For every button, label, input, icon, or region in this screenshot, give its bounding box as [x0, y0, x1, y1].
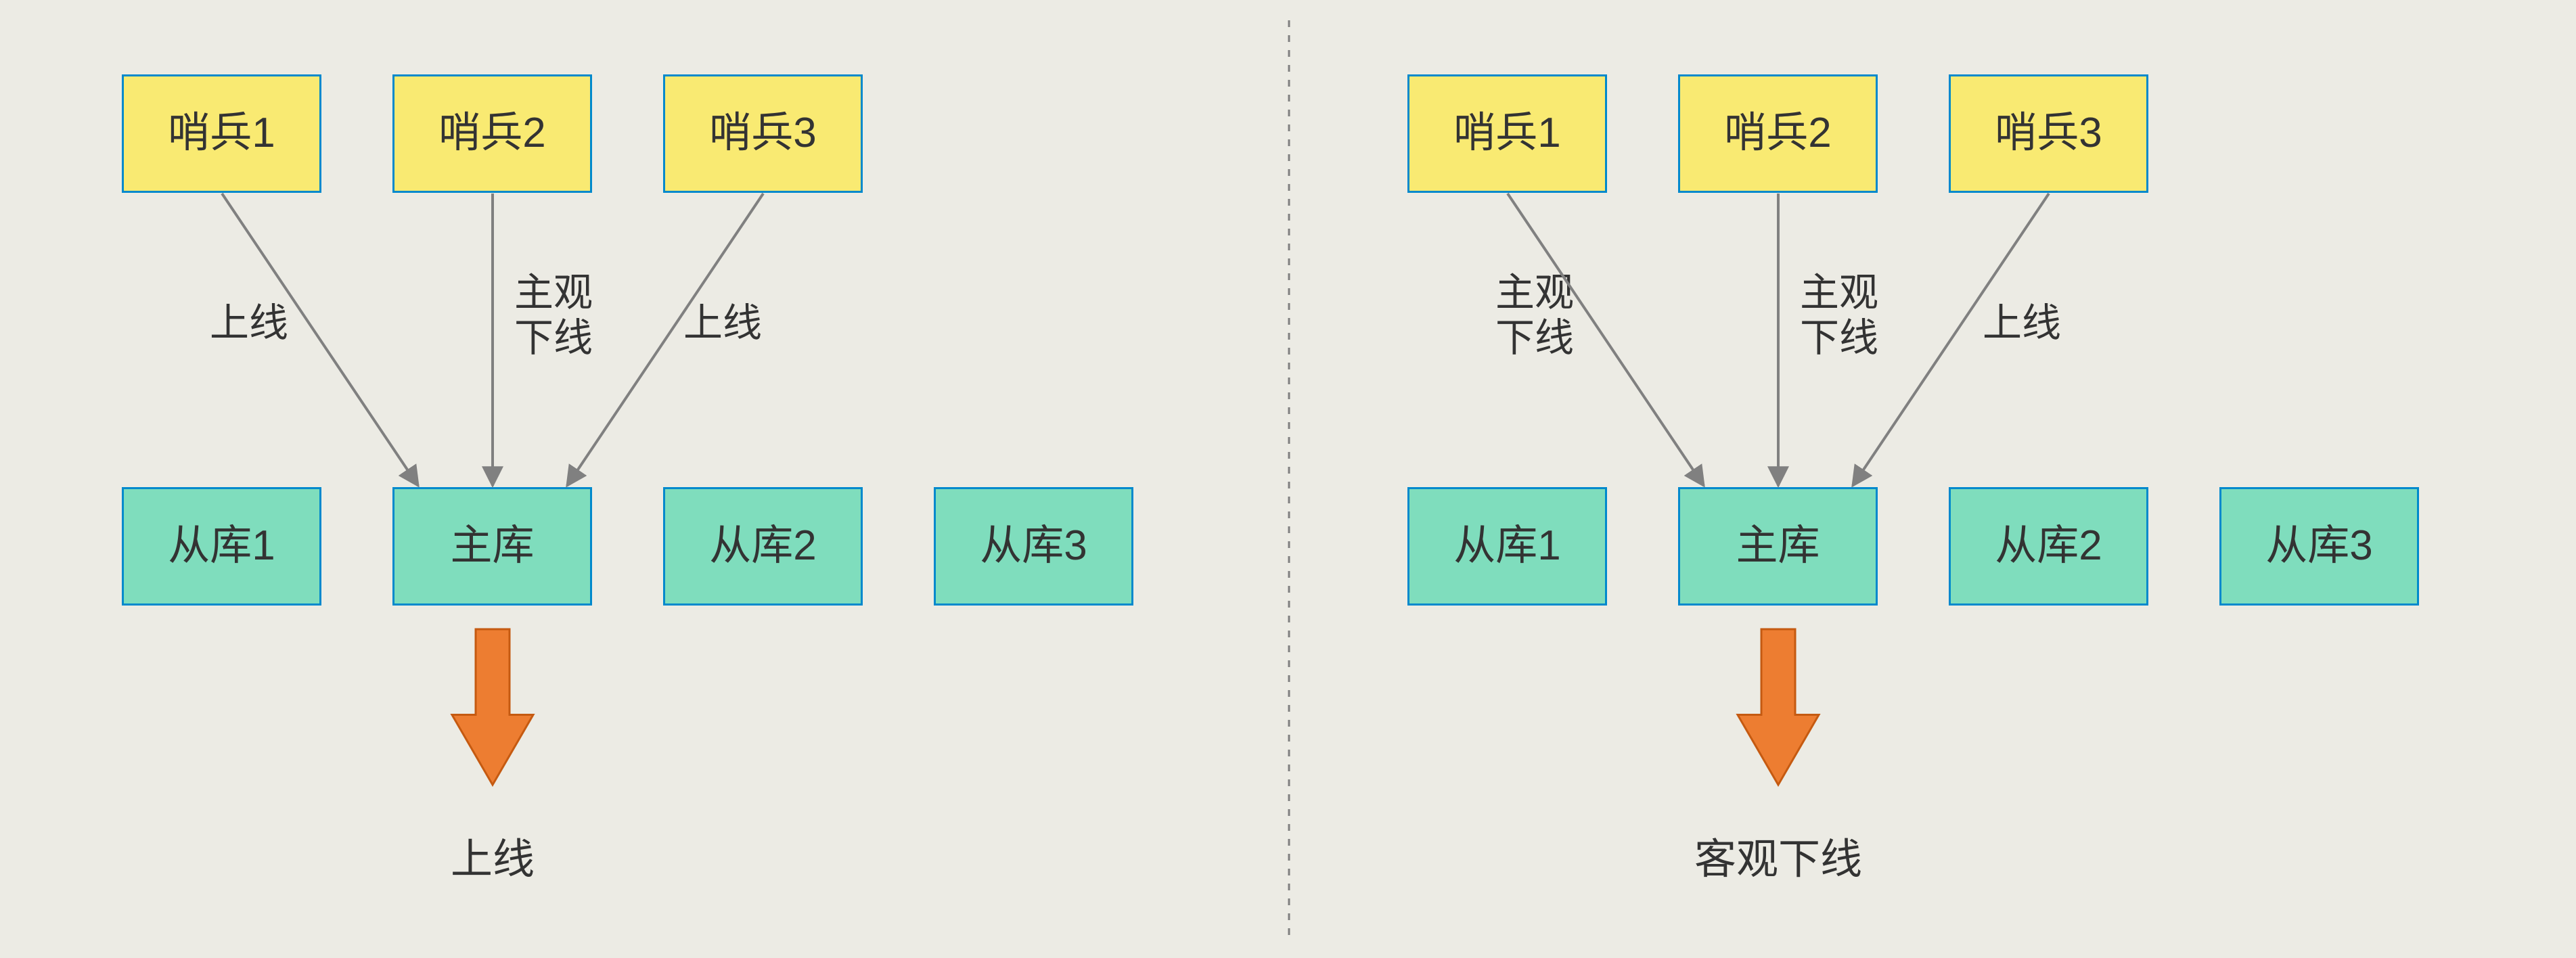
edge-label: 主观 下线 — [514, 271, 593, 361]
left-db-slave1: 从库1 — [122, 487, 321, 606]
result-arrow-icon — [452, 629, 533, 785]
right-sentinel-s2: 哨兵2 — [1678, 74, 1878, 193]
right-db-slave1: 从库1 — [1407, 487, 1607, 606]
left-sentinel-s1: 哨兵1 — [122, 74, 321, 193]
edge-label: 上线 — [210, 301, 288, 346]
left-db-slave3: 从库3 — [934, 487, 1133, 606]
diagram-canvas: 哨兵1哨兵2哨兵3从库1主库从库2从库3上线主观 下线上线上线哨兵1哨兵2哨兵3… — [0, 0, 2576, 958]
edge-label: 上线 — [683, 301, 762, 346]
right-db-slave3: 从库3 — [2219, 487, 2419, 606]
right-sentinel-s3: 哨兵3 — [1949, 74, 2148, 193]
edge-label: 主观 下线 — [1800, 271, 1878, 361]
result-arrow-icon — [1738, 629, 1819, 785]
edge-label: 主观 下线 — [1495, 271, 1574, 361]
right-sentinel-s1: 哨兵1 — [1407, 74, 1607, 193]
left-sentinel-s3: 哨兵3 — [663, 74, 863, 193]
right-db-master: 主库 — [1678, 487, 1878, 606]
edge-label: 上线 — [1983, 301, 2061, 346]
left-db-slave2: 从库2 — [663, 487, 863, 606]
result-label: 客观下线 — [1694, 836, 1862, 884]
left-sentinel-s2: 哨兵2 — [392, 74, 592, 193]
right-db-slave2: 从库2 — [1949, 487, 2148, 606]
left-db-master: 主库 — [392, 487, 592, 606]
result-label: 上线 — [451, 836, 535, 884]
